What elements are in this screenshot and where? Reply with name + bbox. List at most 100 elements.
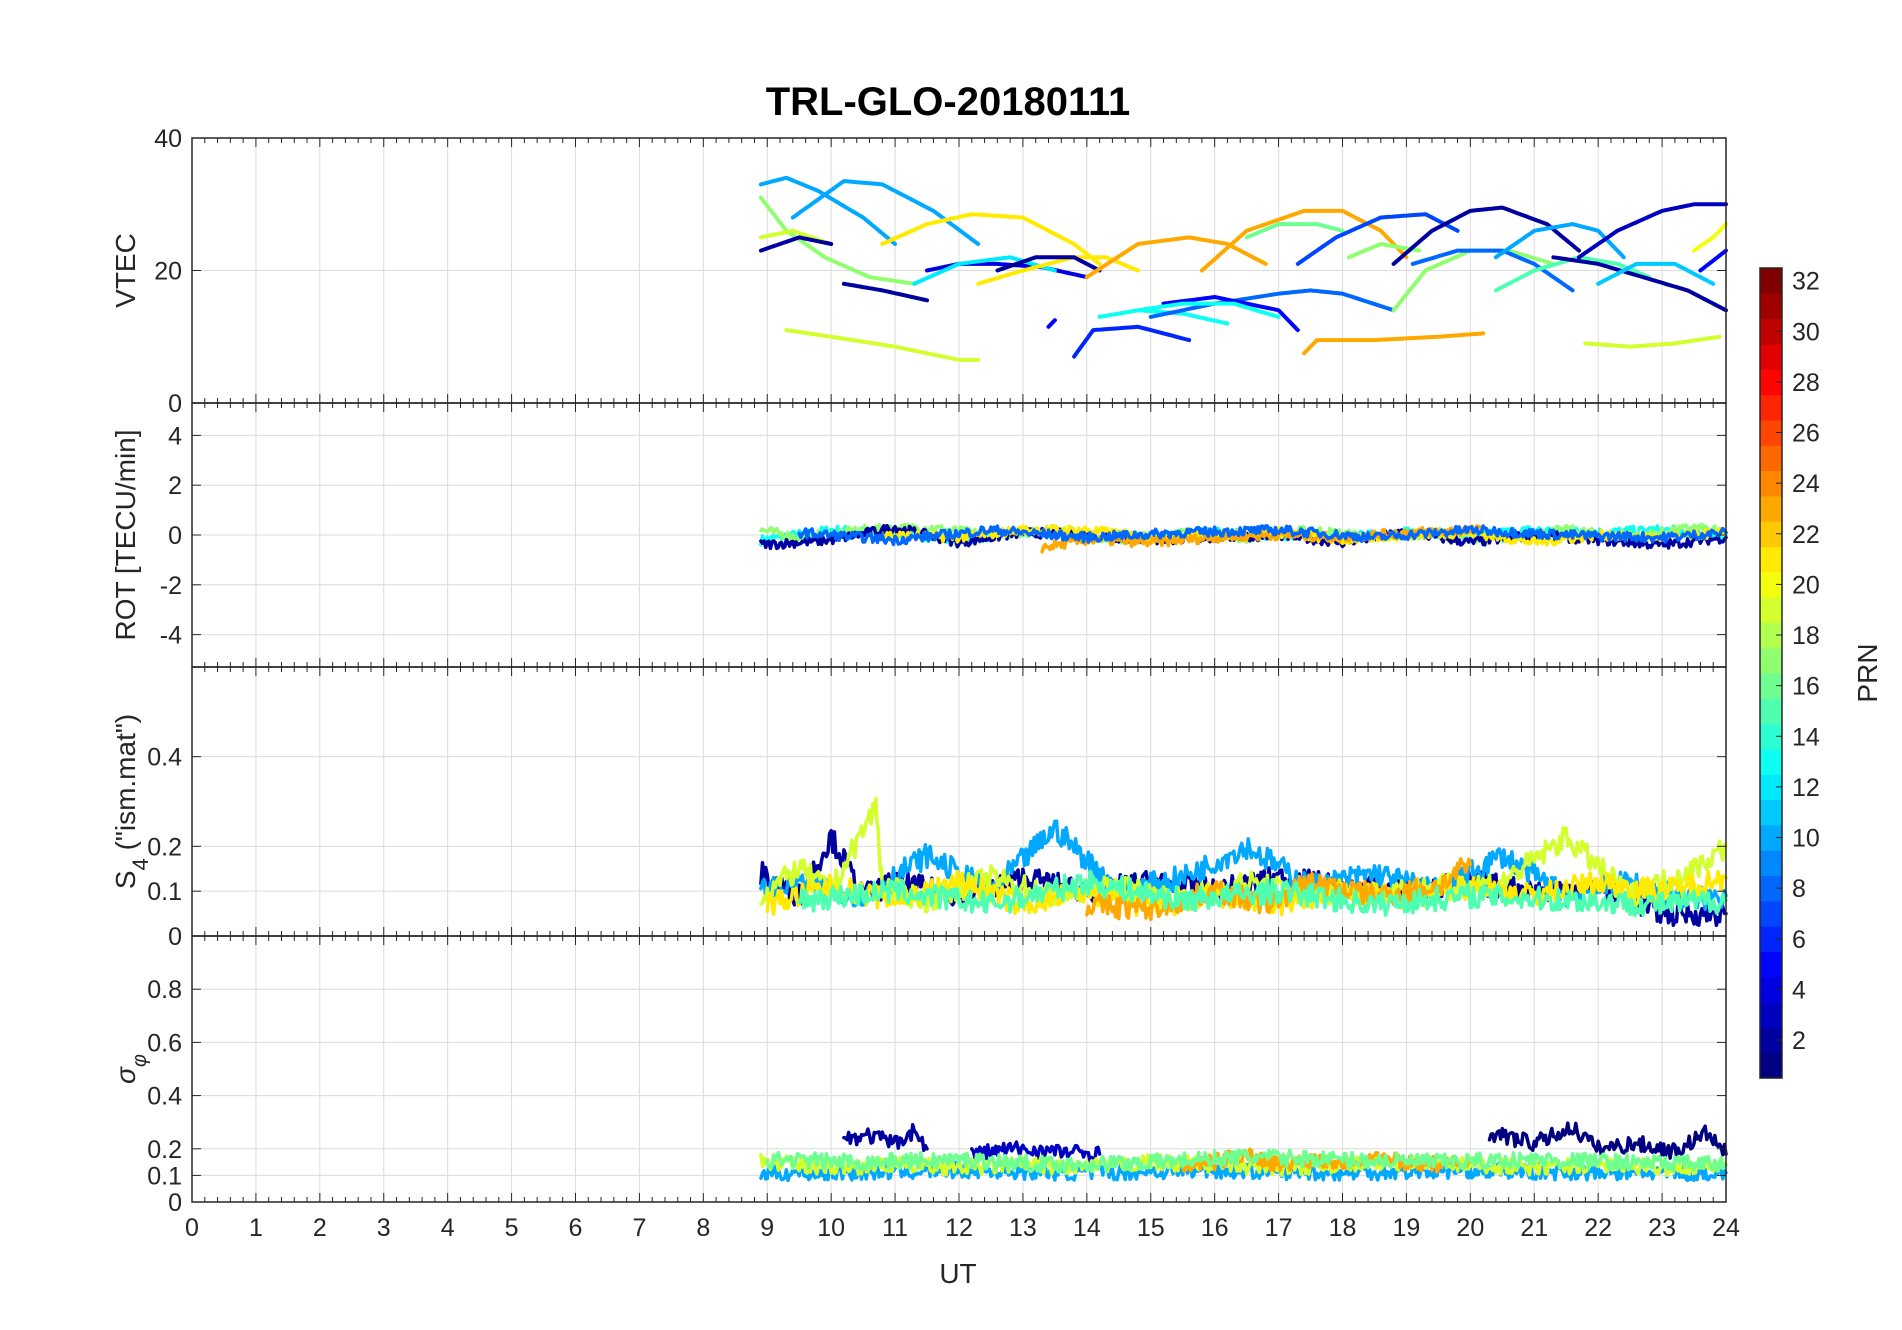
y-axis-label-rot: ROT [TECU/min]	[110, 429, 141, 640]
x-tick-label: 10	[817, 1214, 845, 1242]
colorbar-bin	[1760, 622, 1782, 649]
series-prn-23	[1084, 235, 1268, 280]
series-prn-2	[842, 1122, 929, 1153]
series-prn-2	[841, 281, 929, 303]
colorbar-tick-label: 24	[1792, 470, 1820, 498]
colorbar-frame	[1759, 267, 1783, 1079]
x-tick-label: 11	[882, 1214, 908, 1242]
x-tick-label: 13	[1009, 1214, 1037, 1242]
colorbar-bin	[1760, 268, 1782, 294]
series-prn-15	[797, 869, 1728, 918]
series-prn-8	[1148, 288, 1396, 319]
series-prn-10	[790, 179, 981, 246]
y-axis-label-s4: S4 ("ism.mat")	[110, 714, 153, 889]
x-tick-label: 19	[1393, 1214, 1421, 1242]
colorbar-bin	[1760, 647, 1782, 674]
series-prn-7	[1295, 212, 1460, 266]
x-tick-label: 17	[1265, 1214, 1293, 1242]
x-tick-label: 2	[313, 1214, 327, 1242]
y-tick-label: -4	[160, 622, 182, 650]
colorbar-tick-label: 14	[1792, 723, 1820, 751]
y-tick-label: 0	[168, 923, 182, 951]
colorbar-bin	[1760, 419, 1782, 446]
series-prn-17	[1346, 242, 1422, 260]
series-prn-13	[1097, 308, 1230, 326]
colorbar-bin	[1760, 698, 1782, 725]
x-tick-label: 14	[1073, 1214, 1101, 1242]
x-tick-label: 5	[505, 1214, 519, 1242]
x-tick-label: 22	[1584, 1214, 1612, 1242]
colorbar-tick-label: 4	[1792, 976, 1806, 1004]
y-tick-label: 2	[168, 472, 182, 500]
panel-vtec: 0 20 40 VTEC	[110, 125, 1728, 418]
panel-rot: -4 -2 0 2 4 ROT [TECU/min]	[110, 402, 1728, 668]
colorbar-bin	[1760, 1052, 1782, 1079]
y-tick-label: 0.4	[147, 1083, 182, 1111]
series-prn-12	[912, 255, 1057, 286]
series-prn-4	[925, 261, 1089, 280]
x-tick-label: 4	[441, 1214, 455, 1242]
series-prn-13	[1136, 301, 1281, 319]
colorbar-bin	[1760, 748, 1782, 775]
x-tick-label: 12	[945, 1214, 973, 1242]
series-prn-11	[1596, 261, 1716, 286]
colorbar-tick-label: 28	[1792, 369, 1820, 397]
colorbar-bin	[1760, 318, 1782, 345]
series-prn-17	[758, 195, 917, 286]
colorbar-tick-label: 12	[1792, 774, 1820, 802]
y-tick-label: 0	[168, 390, 182, 418]
y-tick-label: 0.8	[147, 976, 182, 1004]
x-tick-label: 1	[249, 1214, 263, 1242]
series-prn-17	[1391, 248, 1556, 313]
series-prn-6	[1072, 324, 1192, 359]
series-prn-16	[765, 1148, 1728, 1174]
series-prn-19	[784, 328, 981, 362]
x-tick-label: 8	[696, 1214, 710, 1242]
series-prn-21	[880, 212, 1102, 266]
chart-title: TRL-GLO-20180111	[766, 80, 1131, 124]
y-tick-label: 0	[168, 1189, 182, 1217]
y-tick-label: 0	[168, 522, 182, 550]
y-axis-label-sigma-phi: σφ	[110, 1054, 151, 1084]
colorbar-bin	[1760, 774, 1782, 801]
series-prn-2	[995, 255, 1102, 273]
series-prn-19	[759, 796, 1728, 914]
colorbar-bin	[1760, 343, 1782, 370]
panel-s4: 0 0.1 0.2 0.4S4 ("ism.mat")	[110, 666, 1728, 951]
colorbar-bin	[1760, 571, 1782, 598]
colorbar-label: PRN	[1852, 643, 1883, 702]
x-tick-label: 24	[1712, 1214, 1740, 1242]
x-tick-label: 16	[1201, 1214, 1229, 1242]
x-tick-label: 21	[1520, 1214, 1548, 1242]
series-prn-16	[1244, 222, 1345, 240]
colorbar-bin	[1760, 445, 1782, 472]
series-prn-5	[1698, 248, 1728, 273]
series-prn-5	[1046, 318, 1057, 329]
colorbar-tick-label: 16	[1792, 673, 1820, 701]
series-prn-19	[759, 1152, 1728, 1177]
y-tick-label: 0.2	[147, 1136, 182, 1164]
colorbar-bin	[1760, 951, 1782, 978]
series-prn-23	[1085, 857, 1473, 922]
y-axis-label-vtec: VTEC	[110, 233, 141, 308]
series-prn-5	[1161, 295, 1300, 333]
colorbar-bin	[1760, 824, 1782, 851]
colorbar-bin	[1760, 976, 1782, 1003]
y-tick-label: 0.1	[147, 1162, 182, 1190]
series-prn-1	[1487, 1121, 1728, 1160]
colorbar-bin	[1760, 470, 1782, 497]
x-tick-label: 15	[1137, 1214, 1165, 1242]
colorbar-bin	[1760, 1002, 1782, 1028]
x-tick-label: 23	[1648, 1214, 1676, 1242]
colorbar-bin	[1760, 875, 1782, 902]
colorbar-tick-label: 22	[1792, 521, 1820, 549]
colorbar-tick-label: 18	[1792, 622, 1820, 650]
colorbar-bin	[1760, 850, 1782, 877]
colorbar-tick-label: 32	[1792, 268, 1820, 296]
y-tick-label: 0.4	[147, 744, 182, 772]
series-prn-3	[970, 1140, 1102, 1164]
x-tick-label: 6	[569, 1214, 583, 1242]
colorbar-bin	[1760, 521, 1782, 548]
y-tick-label: 4	[168, 422, 182, 450]
